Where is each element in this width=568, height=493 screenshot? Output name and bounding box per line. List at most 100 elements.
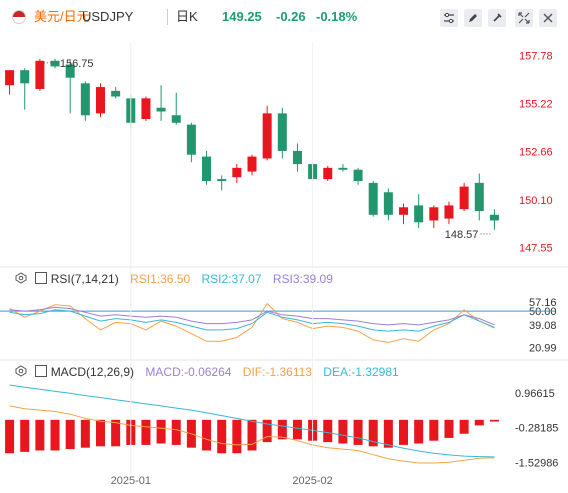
symbol-code: USDJPY xyxy=(82,9,134,24)
macd-value: MACD:-0.06264 xyxy=(145,365,232,379)
symbol-name[interactable]: 美元/日元 xyxy=(34,9,90,24)
dea-value: DEA:-1.32981 xyxy=(323,365,399,379)
candle-body xyxy=(80,83,90,116)
macd-bar xyxy=(50,419,60,451)
macd-bar xyxy=(474,419,484,426)
rsi2-value: RSI2:37.07 xyxy=(201,272,262,286)
macd-line-dea xyxy=(9,384,495,458)
macd-bar xyxy=(232,419,242,454)
macd-bar xyxy=(338,419,348,444)
candle-body xyxy=(65,64,75,78)
candle-body xyxy=(459,186,469,210)
settings-icon[interactable] xyxy=(488,9,506,27)
macd-bar xyxy=(292,419,302,440)
macd-bar xyxy=(217,419,227,454)
period-selector[interactable]: 日K xyxy=(176,9,198,24)
chart-header: 美元/日元 USDJPY 日K 149.25 -0.26 -0.18% xyxy=(0,0,568,34)
candle-body xyxy=(262,113,272,159)
close-icon[interactable] xyxy=(539,9,557,27)
macd-bar xyxy=(202,419,212,451)
price-tick-label: 157.78 xyxy=(519,51,553,63)
macd-line-dif xyxy=(9,405,495,464)
candle-body xyxy=(323,167,333,180)
price-tick-label: 152.66 xyxy=(519,147,553,159)
candle-body xyxy=(338,167,348,170)
macd-settings-icon[interactable] xyxy=(14,364,28,378)
rsi-name: RSI(7,14,21) xyxy=(50,272,119,286)
rsi-legend: RSI(7,14,21) RSI1:36.50 RSI2:37.07 RSI3:… xyxy=(0,271,333,286)
candle-body xyxy=(95,87,105,114)
candle-body xyxy=(383,192,393,215)
rsi-tick-label: 39.08 xyxy=(529,320,557,332)
macd-tick-label: 0.96615 xyxy=(515,388,555,400)
candle-body xyxy=(247,156,257,172)
rsi-tick-label: 57.16 xyxy=(529,297,557,309)
dif-value: DIF:-1.36113 xyxy=(242,365,312,379)
candle-body xyxy=(489,214,499,221)
expand-icon[interactable] xyxy=(515,9,533,27)
macd-bar xyxy=(429,419,439,441)
macd-bar xyxy=(5,419,15,454)
macd-bar xyxy=(414,419,424,444)
candle-body xyxy=(171,115,181,123)
macd-bar xyxy=(383,419,393,448)
macd-bar xyxy=(459,419,469,434)
rsi-settings-icon[interactable] xyxy=(14,271,28,285)
candle-body xyxy=(368,182,378,215)
macd-bar xyxy=(171,419,181,445)
price-tick-label: 150.10 xyxy=(519,195,553,207)
draw-icon[interactable] xyxy=(464,9,482,27)
candle-body xyxy=(399,207,409,215)
date-tick-label: 2025-02 xyxy=(292,475,332,487)
candle-body xyxy=(111,90,121,97)
rsi-line-rsi2 xyxy=(9,309,495,332)
low-price-label: 148.57 xyxy=(445,229,479,241)
macd-bar xyxy=(111,419,121,447)
candle-body xyxy=(353,169,363,181)
macd-tick-label: -1.52986 xyxy=(515,457,558,469)
macd-bar xyxy=(262,419,272,443)
rsi-tick-label: 50.00 xyxy=(529,306,557,318)
candle-body xyxy=(202,156,212,181)
candle-body xyxy=(20,70,30,84)
rsi-line-rsi1 xyxy=(9,302,495,343)
macd-bar xyxy=(489,419,499,422)
rsi-toggle-icon[interactable] xyxy=(35,272,48,284)
macd-tick-label: -0.28185 xyxy=(515,423,558,435)
macd-toggle-icon[interactable] xyxy=(35,365,48,377)
last-price: 149.25 xyxy=(222,9,262,24)
macd-bar xyxy=(95,419,105,447)
macd-bar xyxy=(156,419,166,444)
candle-body xyxy=(217,179,227,181)
macd-bar xyxy=(353,419,363,445)
macd-name: MACD(12,26,9) xyxy=(50,365,135,379)
price-change-percent: -0.18% xyxy=(316,9,358,24)
high-price-label: 156.75 xyxy=(60,58,94,70)
candle-body xyxy=(5,70,15,86)
macd-bar xyxy=(20,419,30,452)
candle-body xyxy=(292,150,302,165)
candle-body xyxy=(50,60,60,67)
candle-body xyxy=(232,167,242,178)
rsi-line-rsi3 xyxy=(9,306,495,326)
macd-bar xyxy=(399,419,409,445)
rsi3-value: RSI3:39.09 xyxy=(272,272,333,286)
tune-icon[interactable] xyxy=(440,9,458,27)
header-divider xyxy=(167,9,168,25)
price-tick-label: 155.22 xyxy=(519,99,553,111)
candle-body xyxy=(414,205,424,223)
macd-bar xyxy=(65,419,75,450)
macd-bar xyxy=(323,419,333,443)
macd-bar xyxy=(80,419,90,448)
candle-body xyxy=(277,113,287,151)
macd-bar xyxy=(368,419,378,447)
candle-body xyxy=(35,60,45,89)
macd-bar xyxy=(141,419,151,445)
candle-body xyxy=(474,182,484,212)
candle-body xyxy=(156,107,166,112)
macd-bar xyxy=(444,419,454,438)
usd-flag-icon xyxy=(12,10,26,24)
rsi-tick-label: 20.99 xyxy=(529,342,557,354)
macd-bar xyxy=(35,419,45,451)
